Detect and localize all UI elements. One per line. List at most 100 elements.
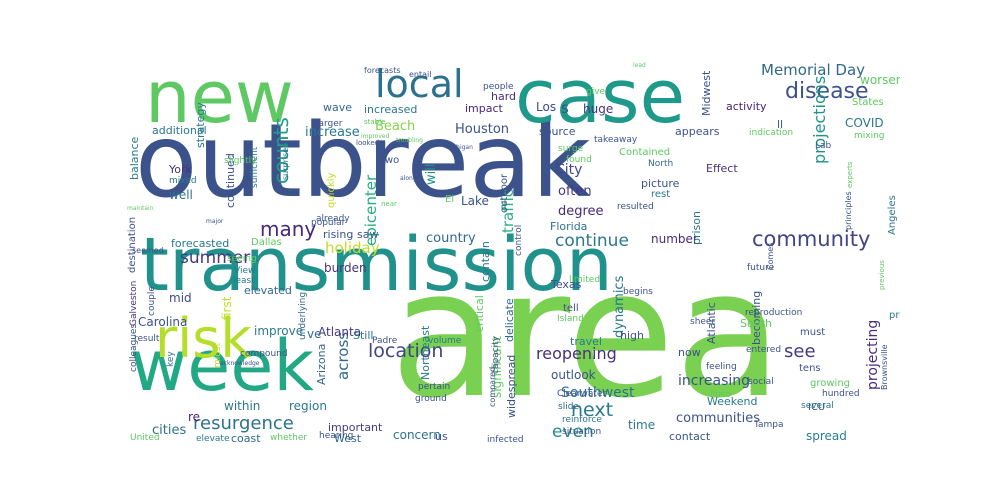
cloud-word-impact: impact xyxy=(465,102,504,115)
cloud-word-disease: disease xyxy=(785,79,869,104)
cloud-word-carolina: Carolina xyxy=(138,315,187,329)
cloud-word-contained: Contained xyxy=(619,147,670,158)
cloud-word-clearwater: Clearwater xyxy=(557,389,606,399)
cloud-word-traffic: traffic xyxy=(499,189,517,233)
cloud-word-united: United xyxy=(130,433,160,443)
cloud-word-comes: Comes xyxy=(766,243,775,270)
cloud-word-atlantic: Atlantic xyxy=(705,302,718,344)
cloud-word-control: control xyxy=(514,225,524,256)
cloud-word-continued: continued xyxy=(224,153,237,208)
cloud-word-increase: increase xyxy=(305,125,360,140)
cloud-word-still: Still xyxy=(353,329,373,342)
cloud-word-colleagues: colleagues xyxy=(129,324,139,372)
cloud-word-prison: prison xyxy=(690,211,703,245)
cloud-word-cities: cities xyxy=(152,423,186,438)
cloud-word-becoming: becoming xyxy=(750,291,763,345)
cloud-word-found: found xyxy=(566,155,592,165)
cloud-word-outdoor: outdoor xyxy=(499,173,510,213)
cloud-word-next: next xyxy=(571,399,613,421)
cloud-word-hearing: hearing xyxy=(319,431,353,441)
cloud-word-effect: Effect xyxy=(706,162,738,175)
cloud-word-northeast: Northeast xyxy=(419,325,432,380)
cloud-word-midst: midst xyxy=(213,342,223,368)
cloud-word-holiday: holiday xyxy=(325,239,380,257)
cloud-word-delicate: delicate xyxy=(503,298,516,342)
cloud-word-elevate: elevate xyxy=(196,434,230,444)
cloud-word-elevated: elevated xyxy=(244,284,292,297)
cloud-word-sheer: sheer xyxy=(690,317,715,327)
cloud-word-island: Island xyxy=(557,314,584,324)
cloud-word-limited: limited xyxy=(569,275,600,285)
cloud-word-el: El xyxy=(445,194,454,205)
cloud-word-rising: rising xyxy=(323,228,353,241)
cloud-word-feeling: feeling xyxy=(706,362,737,372)
cloud-word-view: View xyxy=(234,266,255,276)
cloud-word-slide: slide xyxy=(558,402,579,412)
cloud-word-midwest: Midwest xyxy=(700,70,713,116)
cloud-word-texas: Texas xyxy=(550,278,582,291)
cloud-word-time: time xyxy=(628,418,655,432)
cloud-word-projecting: projecting xyxy=(865,320,881,390)
cloud-word-local: local xyxy=(375,62,464,106)
cloud-word-michigan: Michigan xyxy=(446,144,473,151)
word-cloud: outbreak area transmission case new week risk l… xyxy=(125,50,900,450)
cloud-word-atlanta: Atlanta xyxy=(318,325,361,339)
cloud-word-south: South xyxy=(740,317,772,330)
cloud-word-mixed: mixed xyxy=(169,176,197,186)
cloud-word-least: least xyxy=(233,276,255,286)
cloud-word-s: s xyxy=(561,99,569,117)
cloud-word-us: us xyxy=(435,430,448,443)
cloud-word-hundred: hundred xyxy=(822,389,860,399)
cloud-word-travel: travel xyxy=(570,335,602,348)
cloud-word-tens: tens xyxy=(799,363,821,374)
cloud-word-weekend: Weekend xyxy=(707,395,757,408)
cloud-word-wave: wave xyxy=(323,101,352,114)
cloud-word-many: many xyxy=(260,217,316,241)
cloud-word-surge: surge xyxy=(558,144,584,154)
cloud-word-arizona: Arizona xyxy=(315,344,328,385)
cloud-word-concern: concern xyxy=(393,428,441,442)
cloud-word-southwest: Southwest xyxy=(561,385,635,401)
cloud-word-lab: Lab xyxy=(815,141,832,151)
cloud-word-degree: degree xyxy=(558,204,604,219)
cloud-word-compound: compound xyxy=(240,349,288,359)
cloud-word-entail: entail xyxy=(409,70,431,79)
cloud-word-re: re xyxy=(188,410,200,424)
cloud-word-burden: burden xyxy=(324,261,367,275)
cloud-word-experts: experts xyxy=(846,161,854,188)
cloud-word-communities: communities xyxy=(676,411,760,426)
cloud-word-resulted: resulted xyxy=(617,202,654,212)
cloud-word-destination: destination xyxy=(127,217,138,273)
cloud-word-appears: appears xyxy=(675,125,720,138)
cloud-word-infected: infected xyxy=(487,435,524,445)
cloud-word-high: high xyxy=(620,329,644,342)
cloud-word-hard: hard xyxy=(491,90,516,103)
cloud-word-slightly: slightly xyxy=(224,156,257,166)
cloud-word-previous: previous xyxy=(878,260,886,290)
cloud-word-epicenter: epicenter xyxy=(362,174,380,246)
cloud-word-padre: Padre xyxy=(372,336,398,346)
cloud-word-resurgence: resurgence xyxy=(193,413,294,434)
cloud-word-tell: tell xyxy=(563,303,579,314)
cloud-word-region: region xyxy=(289,399,327,413)
cloud-word-spread: spread xyxy=(806,429,847,443)
cloud-word-must: must xyxy=(800,327,825,338)
cloud-word-reopening: reopening xyxy=(536,344,617,363)
cloud-word-popular: popular xyxy=(311,218,346,228)
cloud-word-saw: saw xyxy=(357,228,378,241)
cloud-word-tampa: Tampa xyxy=(753,420,784,430)
cloud-word-sufficient: sufficient xyxy=(250,146,260,188)
cloud-word-looked: looked xyxy=(356,139,379,147)
cloud-word-new: new xyxy=(145,55,294,139)
cloud-word-along: along xyxy=(400,175,417,182)
cloud-word-counts: counts xyxy=(269,117,293,184)
cloud-word-picture: picture xyxy=(641,177,680,190)
cloud-word-risk: risk xyxy=(155,307,252,370)
cloud-word-larger: larger xyxy=(316,119,343,129)
cloud-word-activity: activity xyxy=(726,100,767,113)
cloud-word-dallas: Dallas xyxy=(251,237,282,248)
cloud-word-worsen: worsen xyxy=(860,73,900,87)
cloud-word-stable: stable xyxy=(364,118,385,126)
cloud-word-takeaway: takeaway xyxy=(594,135,638,145)
cloud-word-north: North xyxy=(648,159,673,169)
